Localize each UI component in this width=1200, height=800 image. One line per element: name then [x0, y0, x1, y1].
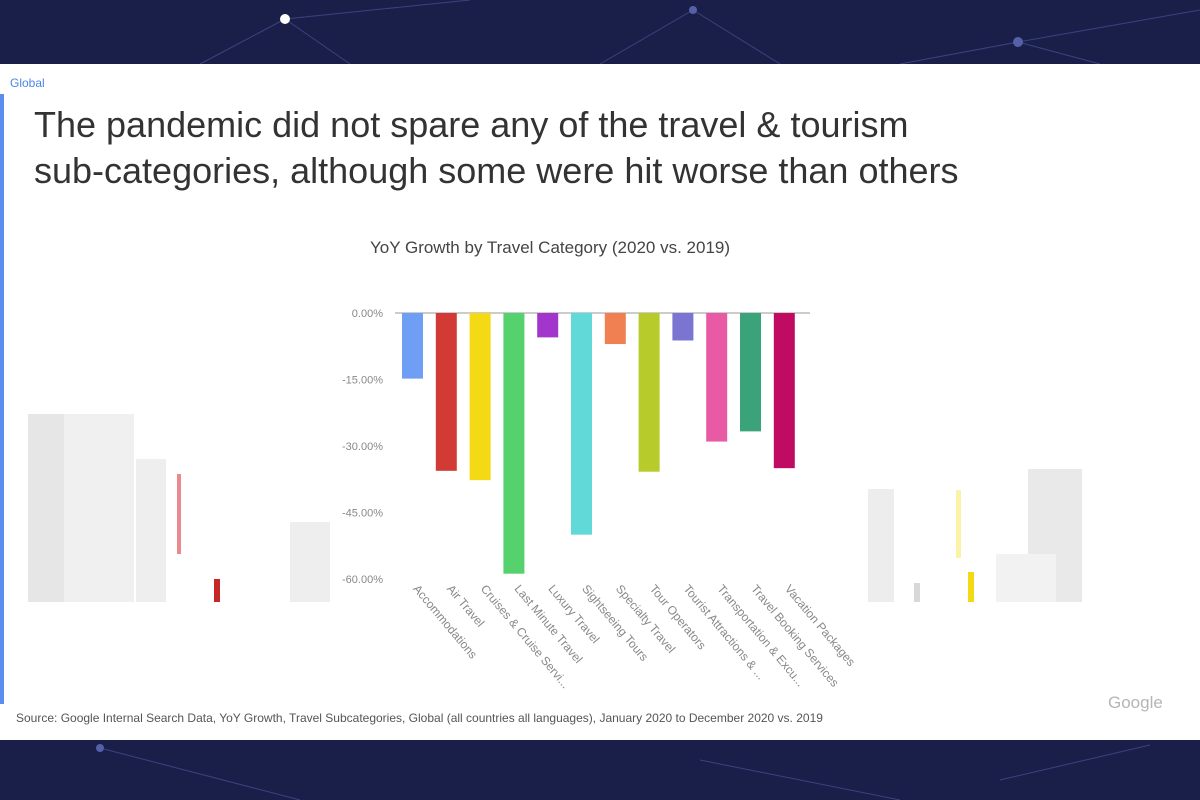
- bar-2: [435, 313, 457, 471]
- bar-5: [537, 313, 559, 338]
- headline-line-1: The pandemic did not spare any of the tr…: [34, 104, 909, 145]
- bag-stripe-illustration: [177, 474, 181, 554]
- bar-4: [503, 313, 525, 574]
- shopping-bag-illustration: [136, 459, 166, 602]
- yellow-marker-illustration: [968, 572, 974, 602]
- y-tick-label: -15.00%: [342, 375, 383, 387]
- small-post-illustration: [914, 583, 920, 602]
- kiosk-illustration: [290, 522, 330, 602]
- bar-7: [604, 313, 626, 345]
- bar-1: [402, 313, 423, 379]
- building-illustration-right: [868, 489, 894, 602]
- headline-line-2: sub-categories, although some were hit w…: [34, 150, 959, 191]
- chart-title: YoY Growth by Travel Category (2020 vs. …: [369, 238, 731, 257]
- region-label: Global: [10, 76, 45, 90]
- y-tick-label: -45.00%: [342, 508, 383, 520]
- y-tick-label: 0.00%: [352, 308, 383, 320]
- lamp-illustration: [956, 490, 961, 558]
- building-illustration-right-3: [996, 554, 1056, 602]
- bar-3: [469, 313, 491, 481]
- bar-12: [773, 313, 795, 469]
- headline: The pandemic did not spare any of the tr…: [34, 102, 1154, 194]
- left-accent-bar: [0, 94, 4, 704]
- x-category-label: Accommodations: [410, 582, 480, 662]
- brand-wordmark: Google: [1108, 693, 1163, 712]
- bar-6: [571, 313, 592, 535]
- source-note: Source: Google Internal Search Data, YoY…: [16, 711, 823, 725]
- building-illustration-left-2: [64, 414, 134, 602]
- slide-panel: Global The pandemic did not spare any of…: [0, 64, 1200, 740]
- bar-8: [638, 313, 660, 472]
- y-tick-label: -30.00%: [342, 441, 383, 453]
- bar-10: [706, 313, 728, 442]
- y-tick-label: -60.00%: [342, 574, 383, 586]
- x-category-label: Specialty Travel: [613, 582, 678, 656]
- bar-9: [672, 313, 694, 341]
- building-illustration-left: [28, 414, 64, 602]
- red-marker-illustration: [214, 579, 220, 602]
- bar-11: [740, 313, 761, 432]
